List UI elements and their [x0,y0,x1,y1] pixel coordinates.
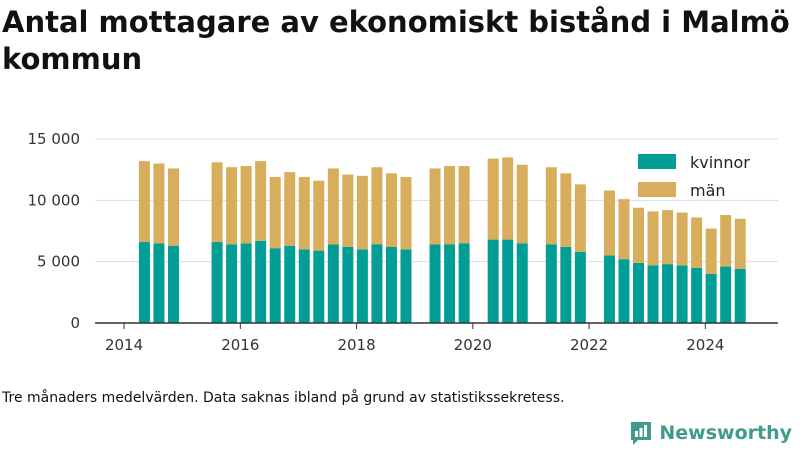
legend-label-man: män [690,181,726,200]
bar-kvinnor [647,265,659,323]
bar-man [574,184,586,252]
bar-man [720,215,732,267]
bar-man [487,158,499,240]
bar-man [618,199,630,260]
bar-kvinnor [545,244,557,323]
bar-man [691,217,703,268]
bar-kvinnor [269,248,281,323]
bar-man [676,212,688,266]
bar-man [647,211,659,266]
bar-kvinnor [255,240,267,323]
bar-man [705,228,717,274]
y-axis-ticks: 0 5 000 10 000 15 000 [28,130,81,332]
y-tick-label: 5 000 [37,253,80,271]
bar-man [734,218,746,270]
bar-man [560,173,572,247]
bar-man [400,177,412,250]
bar-kvinnor [458,243,470,323]
bar-man [327,168,339,245]
bar-man [138,161,150,243]
bar-kvinnor [298,249,310,323]
bar-kvinnor [705,273,717,323]
bar-kvinnor [167,245,179,323]
bar-kvinnor [574,251,586,323]
bar-man [240,165,252,244]
y-tick-label: 0 [70,314,80,332]
x-tick-label: 2022 [570,336,608,354]
bar-man [255,161,267,241]
x-tick-label: 2014 [105,336,143,354]
bar-kvinnor [240,243,252,323]
bars [138,157,746,323]
bar-kvinnor [400,249,412,323]
bar-man [516,164,528,244]
bar-man [502,157,514,240]
bar-man [603,190,615,256]
bar-kvinnor [211,242,223,323]
bar-man [458,165,470,244]
bar-kvinnor [138,242,150,323]
newsworthy-logo-icon [631,422,652,445]
x-tick-label: 2020 [454,336,492,354]
bar-man [167,168,179,246]
bar-man [269,177,281,249]
bar-man [313,180,325,251]
chart-title: Antal mottagare av ekonomiskt bistånd i … [2,5,790,76]
legend-swatch-man [638,182,676,197]
bar-man [545,167,557,245]
bar-man [226,167,238,245]
bar-kvinnor [226,244,238,323]
bar-man [298,177,310,250]
legend: kvinnor män [638,153,750,200]
bar-kvinnor [153,243,165,323]
bar-kvinnor [676,265,688,323]
bar-man [356,175,368,250]
bar-kvinnor [618,259,630,323]
bar-man [444,165,456,245]
x-tick-label: 2016 [221,336,259,354]
bar-kvinnor [632,262,644,323]
bar-kvinnor [691,267,703,323]
bar-kvinnor [516,243,528,323]
bar-man [429,168,441,245]
bar-kvinnor [662,264,674,323]
bar-kvinnor [284,245,296,323]
bar-kvinnor [734,269,746,323]
legend-label-kvinnor: kvinnor [690,153,750,172]
bar-man [211,162,223,243]
bar-man [632,207,644,263]
legend-swatch-kvinnor [638,154,676,169]
bar-man [153,163,165,244]
bar-kvinnor [603,255,615,323]
bar-kvinnor [327,244,339,323]
bar-kvinnor [502,239,514,323]
bar-kvinnor [429,244,441,323]
y-tick-label: 10 000 [28,191,81,209]
bar-man [371,167,383,245]
bar-man [342,174,354,247]
x-axis: 2014 2016 2018 2020 2022 2024 [95,322,778,354]
bar-kvinnor [356,249,368,323]
brand-logo: Newsworthy [629,420,792,446]
bar-man [662,210,674,265]
y-tick-label: 15 000 [28,130,81,148]
bar-kvinnor [313,250,325,323]
bar-kvinnor [342,246,354,323]
bar-kvinnor [444,244,456,323]
bar-kvinnor [385,246,397,323]
bar-man [284,172,296,246]
footnote: Tre månaders medelvärden. Data saknas ib… [2,390,565,406]
x-tick-label: 2018 [337,336,375,354]
bar-kvinnor [371,244,383,323]
bar-kvinnor [487,239,499,323]
x-tick-label: 2024 [686,336,724,354]
brand-name: Newsworthy [659,422,792,444]
bar-man [385,173,397,247]
bar-kvinnor [560,246,572,323]
bar-kvinnor [720,266,732,323]
